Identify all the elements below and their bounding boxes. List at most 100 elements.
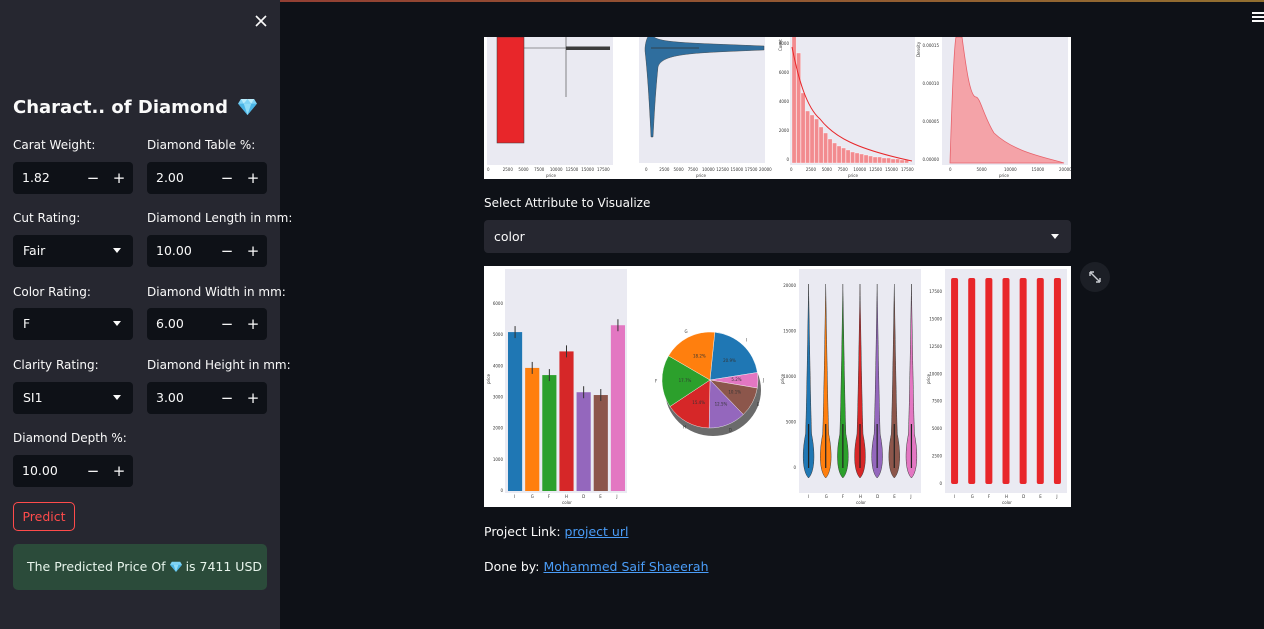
clarity-value[interactable]: SI1 bbox=[23, 390, 43, 405]
x-tick-label: J bbox=[1055, 494, 1057, 499]
width-stepper[interactable]: 6.00 − + bbox=[147, 308, 267, 340]
x-tick-label: I bbox=[514, 494, 515, 499]
x-tick-label: 15000 bbox=[581, 167, 594, 172]
chevron-down-icon[interactable] bbox=[113, 321, 121, 326]
strip-D bbox=[1019, 278, 1027, 484]
length-increment-button[interactable]: + bbox=[246, 242, 260, 260]
x-tick-label: 10000 bbox=[550, 167, 563, 172]
depth-label: Diamond Depth %: bbox=[13, 431, 127, 445]
violin-G bbox=[820, 283, 832, 479]
height-value[interactable]: 3.00 bbox=[156, 390, 184, 405]
carat-stepper[interactable]: 1.82 − + bbox=[13, 162, 133, 194]
pie-category-label: F bbox=[655, 379, 658, 384]
main-menu-button[interactable] bbox=[1252, 12, 1264, 26]
x-tick-label: 5000 bbox=[977, 167, 988, 172]
bar-H bbox=[559, 351, 574, 491]
y-tick-label: 0 bbox=[786, 157, 789, 162]
table-increment-button[interactable]: + bbox=[246, 169, 260, 187]
x-tick-label: 17500 bbox=[901, 167, 914, 172]
chevron-down-icon[interactable] bbox=[1051, 234, 1059, 239]
x-tick-label: E bbox=[599, 494, 602, 499]
x-tick-label: 7500 bbox=[838, 167, 849, 172]
project-url-link[interactable]: project url bbox=[564, 524, 629, 539]
clarity-select[interactable]: SI1 bbox=[13, 382, 133, 414]
height-decrement-button[interactable]: − bbox=[220, 389, 234, 407]
x-tick-label: 5000 bbox=[518, 167, 529, 172]
close-sidebar-button[interactable] bbox=[250, 10, 272, 32]
histogram-bar bbox=[877, 156, 882, 164]
histogram-bar bbox=[845, 149, 851, 164]
author-link[interactable]: Mohammed Saif Shaeerah bbox=[543, 559, 709, 574]
strip-ylabel: price bbox=[926, 374, 931, 384]
violin-D bbox=[871, 283, 883, 479]
density-xlabel: price bbox=[999, 173, 1009, 178]
x-tick-label: E bbox=[893, 494, 896, 499]
length-decrement-button[interactable]: − bbox=[220, 242, 234, 260]
violin-by-color bbox=[802, 283, 918, 479]
histogram-bar bbox=[791, 37, 797, 164]
x-tick-label: 5000 bbox=[822, 167, 833, 172]
hamburger-icon-line[interactable] bbox=[1252, 20, 1264, 22]
density-ylabel: Density bbox=[916, 41, 921, 57]
width-decrement-button[interactable]: − bbox=[220, 315, 234, 333]
x-tick-label: 10000 bbox=[853, 167, 866, 172]
histogram-bar bbox=[850, 151, 855, 164]
depth-increment-button[interactable]: + bbox=[112, 462, 126, 480]
y-tick-label: 17500 bbox=[929, 289, 942, 294]
y-tick-label: 8000 bbox=[779, 41, 790, 46]
table-stepper[interactable]: 2.00 − + bbox=[147, 162, 267, 194]
y-tick-label: 4000 bbox=[779, 99, 790, 104]
violin-x-ticks: 0 2500 5000 7500 10000 12500 15000 17500 20000 bbox=[645, 167, 772, 172]
carat-increment-button[interactable]: + bbox=[112, 169, 126, 187]
y-tick-label: 0 bbox=[500, 488, 503, 493]
width-value[interactable]: 6.00 bbox=[156, 316, 184, 331]
x-tick-label: 2500 bbox=[659, 167, 670, 172]
carat-value[interactable]: 1.82 bbox=[22, 170, 50, 185]
histogram-bar bbox=[814, 118, 819, 164]
depth-value[interactable]: 10.00 bbox=[22, 463, 58, 478]
table-decrement-button[interactable]: − bbox=[220, 169, 234, 187]
violin-I bbox=[802, 283, 815, 479]
violin-by-color-ticks: I G F H D E J 0 5000 10000 15000 20000 bbox=[783, 283, 911, 499]
length-stepper[interactable]: 10.00 − + bbox=[147, 235, 267, 267]
predict-button[interactable]: Predict bbox=[13, 502, 75, 531]
histogram-bar bbox=[859, 153, 864, 164]
histogram-bar bbox=[881, 157, 887, 164]
attribute-select[interactable]: color bbox=[484, 220, 1071, 253]
gem-icon bbox=[238, 98, 258, 115]
sidebar-title-text: Charact.. of Diamond bbox=[13, 97, 228, 118]
hamburger-icon[interactable] bbox=[1252, 12, 1264, 14]
width-increment-button[interactable]: + bbox=[246, 315, 260, 333]
cut-select[interactable]: Fair bbox=[13, 235, 133, 267]
hamburger-icon-line[interactable] bbox=[1252, 16, 1264, 18]
color-value[interactable]: F bbox=[23, 316, 31, 331]
project-link-line: Project Link: project url bbox=[484, 524, 628, 539]
x-tick-label: H bbox=[859, 494, 862, 499]
bar-D bbox=[576, 392, 591, 491]
strip-F bbox=[985, 278, 993, 484]
width-label: Diamond Width in mm: bbox=[147, 285, 286, 299]
expand-icon[interactable] bbox=[1080, 262, 1110, 292]
table-value[interactable]: 2.00 bbox=[156, 170, 184, 185]
pie-chart: 20.9% I 5.2% J 10.1% E 12.5% D 15.4% H 17.7% F 18.2%… bbox=[655, 329, 764, 432]
y-tick-label: 12500 bbox=[929, 344, 942, 349]
depth-stepper[interactable]: 10.00 − + bbox=[13, 455, 133, 487]
x-tick-label: 15000 bbox=[1032, 167, 1045, 172]
done-by-label: Done by: bbox=[484, 559, 540, 574]
fullscreen-button[interactable] bbox=[1080, 262, 1110, 292]
carat-decrement-button[interactable]: − bbox=[86, 169, 100, 187]
depth-decrement-button[interactable]: − bbox=[86, 462, 100, 480]
color-select[interactable]: F bbox=[13, 308, 133, 340]
histogram-bar bbox=[796, 52, 801, 164]
table-label: Diamond Table %: bbox=[147, 138, 256, 152]
length-value[interactable]: 10.00 bbox=[156, 243, 192, 258]
height-increment-button[interactable]: + bbox=[246, 389, 260, 407]
pie-category-label: I bbox=[746, 338, 747, 343]
x-tick-label: 0 bbox=[790, 167, 793, 172]
chevron-down-icon[interactable] bbox=[113, 395, 121, 400]
height-stepper[interactable]: 3.00 − + bbox=[147, 382, 267, 414]
cut-value[interactable]: Fair bbox=[23, 243, 46, 258]
attribute-select-value[interactable]: color bbox=[494, 229, 525, 244]
strip-J bbox=[1053, 278, 1061, 484]
chevron-down-icon[interactable] bbox=[113, 248, 121, 253]
